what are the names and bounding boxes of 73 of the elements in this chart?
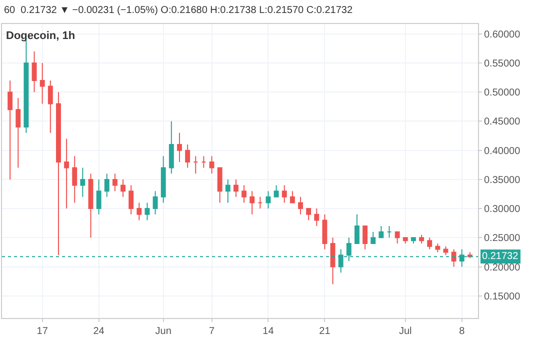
candlestick bbox=[250, 190, 255, 215]
candlestick bbox=[40, 62, 45, 104]
candlestick bbox=[88, 173, 94, 238]
candlestick bbox=[168, 120, 174, 174]
candlestick bbox=[370, 231, 376, 244]
y-tick-label: 0.15000 bbox=[484, 291, 521, 302]
candlestick bbox=[48, 80, 53, 134]
candlestick bbox=[185, 144, 190, 168]
candlestick bbox=[64, 138, 70, 210]
candlestick bbox=[233, 178, 238, 198]
x-tick-label: 17 bbox=[36, 326, 48, 337]
candlestick bbox=[112, 173, 118, 192]
candlestick bbox=[201, 156, 206, 168]
candlestick bbox=[144, 202, 150, 221]
candlestick bbox=[160, 156, 166, 204]
text: 60 0.21732 ▼ −0.00231 (−1.05%) O:0.21680 H:0.21738 L:0.21570 C:0.21732 bbox=[4, 5, 353, 16]
candlestick bbox=[306, 208, 312, 221]
candlestick bbox=[354, 214, 360, 244]
candlestick bbox=[402, 237, 408, 244]
candlestick bbox=[266, 190, 271, 210]
y-tick-label: 0.60000 bbox=[484, 29, 521, 40]
x-tick-label: 24 bbox=[93, 326, 105, 337]
x-tick-label: 8 bbox=[459, 326, 466, 337]
candlestick bbox=[56, 92, 61, 256]
x-tick-label: 21 bbox=[319, 326, 331, 337]
ref-line-label: 0.21732 bbox=[482, 251, 519, 262]
candlestick bbox=[394, 231, 400, 244]
candlestick bbox=[410, 237, 416, 244]
x-tick-label: 14 bbox=[262, 326, 274, 337]
candlestick bbox=[274, 184, 279, 198]
y-tick-label: 0.35000 bbox=[484, 174, 521, 186]
candlestick bbox=[96, 178, 102, 215]
candlestick bbox=[386, 226, 392, 238]
candlestick bbox=[427, 237, 432, 250]
candlestick bbox=[378, 226, 384, 238]
candlestick bbox=[104, 173, 110, 198]
candlestick bbox=[177, 132, 182, 162]
candlestick bbox=[225, 178, 230, 204]
candlestick bbox=[8, 80, 13, 180]
candlestick bbox=[16, 97, 21, 168]
candlestick bbox=[362, 226, 368, 250]
x-tick-label: 7 bbox=[208, 326, 215, 337]
candlestick bbox=[322, 214, 328, 250]
candlestick bbox=[451, 248, 456, 268]
candlestick bbox=[435, 242, 440, 253]
y-tick-label: 0.30000 bbox=[484, 204, 521, 216]
candlestick bbox=[120, 178, 126, 198]
y-tick-label: 0.50000 bbox=[484, 88, 521, 99]
x-tick-label: Jul bbox=[398, 326, 412, 337]
candlestick bbox=[258, 196, 263, 210]
candlestick bbox=[128, 184, 134, 215]
candlestick bbox=[136, 202, 142, 221]
candlestick bbox=[217, 167, 222, 204]
candlestick bbox=[330, 237, 336, 285]
candlestick bbox=[314, 208, 320, 227]
candlestick bbox=[298, 196, 303, 215]
candlestick bbox=[32, 50, 37, 93]
candlestick bbox=[242, 184, 247, 204]
candlestick bbox=[282, 184, 287, 204]
candlestick bbox=[209, 156, 214, 174]
candlestick bbox=[193, 156, 198, 174]
y-tick-label: 0.20000 bbox=[484, 262, 521, 274]
x-tick-label: Jun bbox=[155, 326, 172, 337]
y-tick-label: 0.45000 bbox=[484, 116, 521, 128]
candlestick bbox=[419, 234, 424, 244]
candlestick bbox=[152, 190, 158, 215]
text: Dogecoin, 1h bbox=[6, 30, 76, 42]
candlestick bbox=[72, 156, 78, 204]
y-tick-label: 0.40000 bbox=[484, 146, 521, 157]
y-tick-label: 0.55000 bbox=[484, 58, 521, 70]
y-tick-label: 0.25000 bbox=[484, 233, 521, 244]
candlestick bbox=[80, 167, 86, 198]
candlestick bbox=[290, 190, 295, 204]
